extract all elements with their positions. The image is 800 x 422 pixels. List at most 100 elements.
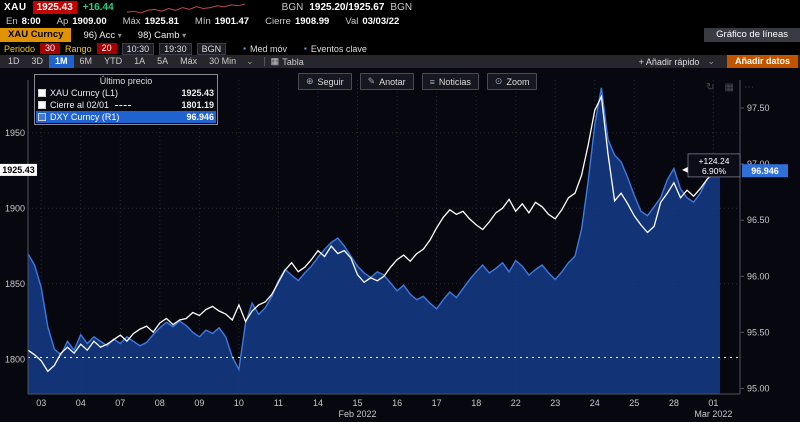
tab-YTD[interactable]: YTD <box>104 56 123 66</box>
legend-item-1[interactable]: Cierre al 02/01 1801.19 <box>36 99 216 111</box>
chart-corner-icons: ↻ ▦ ⋯ <box>706 82 754 93</box>
table-button[interactable]: ▦ Tabla <box>271 56 304 67</box>
time-from-field[interactable]: 10:30 <box>121 42 155 55</box>
add-quick-button[interactable]: + Añadir rápido ⌄ <box>639 56 719 67</box>
chart-toolbar: Periodo 30 Rango 20 10:30 19:30 BGN ▪ Me… <box>0 42 800 55</box>
security-bar: XAU Curncy 96) Acc ▾ 98) Camb ▾ Gráfico d… <box>0 28 800 42</box>
dxy-area-fill <box>28 87 720 395</box>
add-quick-label: + Añadir rápido <box>638 56 700 67</box>
quote-stat-3: Mín 1901.47 <box>194 16 250 27</box>
legend-series-value: 1925.43 <box>181 88 214 98</box>
price-change: +16.44 <box>82 2 114 13</box>
quote-stat-5: Val 03/03/22 <box>345 16 400 27</box>
tab-1D[interactable]: 1D <box>8 56 20 66</box>
change-percent: 6.90% <box>702 166 727 176</box>
table-icon: ▦ <box>270 56 280 66</box>
interval-caret-icon[interactable]: ⌄ <box>246 56 254 66</box>
refresh-icon[interactable]: ↻ <box>706 82 715 93</box>
x-tick-label: 04 <box>76 398 86 408</box>
source-field[interactable]: BGN <box>196 42 227 55</box>
follow-icon: ⊕ <box>306 76 314 86</box>
legend-title: Último precio <box>99 76 153 86</box>
x-tick-label: 14 <box>313 398 323 408</box>
left-axis-label: 1950 <box>5 128 25 138</box>
svg-text:96.946: 96.946 <box>751 166 779 176</box>
security-name-box[interactable]: XAU Curncy <box>0 28 72 42</box>
period-value-box[interactable]: 30 <box>40 43 61 54</box>
quote-stat-2: Máx 1925.81 <box>122 16 179 27</box>
x-tick-label: 18 <box>471 398 481 408</box>
dashed-line-swatch <box>115 104 132 106</box>
right-axis-label: 96.00 <box>747 271 770 281</box>
chevron-down-icon: ⌄ <box>707 56 715 66</box>
time-to-field[interactable]: 19:30 <box>159 42 192 55</box>
right-axis-label: 95.50 <box>747 327 770 337</box>
key-events-toggle[interactable]: ▪ Eventos clave <box>304 44 367 54</box>
grid-icon[interactable]: ▦ <box>724 82 734 93</box>
anotar-button[interactable]: ✎ Anotar <box>359 73 414 90</box>
quote-stats: En 8:00 Ap 1909.00 Máx 1925.81 Mín 1901.47 Cierr… <box>0 15 800 28</box>
zoom-button[interactable]: ⊙ Zoom <box>486 73 538 90</box>
ticker-symbol: XAU <box>4 2 27 13</box>
chevron-down-icon: ▾ <box>182 30 187 40</box>
quote-stat-4: Cierre 1908.99 <box>265 16 330 27</box>
interval-tabs: 1D 3D 1M 6M YTD 1A 5A Máx 30 Min <box>2 55 242 68</box>
tab-30-Min[interactable]: 30 Min <box>209 56 237 66</box>
legend-series-name: XAU Curncy (L1) <box>50 88 119 98</box>
x-tick-label: 07 <box>115 398 125 408</box>
svg-text:1925.43: 1925.43 <box>2 165 35 175</box>
right-last-price-box <box>742 164 788 178</box>
tab-Máx[interactable]: Máx <box>180 56 198 66</box>
moving-average-icon: ▪ <box>243 44 247 53</box>
x-tick-label: 22 <box>511 398 521 408</box>
annotate-icon: ✎ <box>367 76 376 86</box>
noticias-button[interactable]: ≡ Noticias <box>421 73 479 90</box>
security-action-0[interactable]: 96) Acc ▾ <box>83 29 122 41</box>
moving-average-label: Med móv <box>250 43 288 54</box>
table-label: Tabla <box>282 56 304 67</box>
period-label: Periodo <box>4 43 36 54</box>
tab-1M[interactable]: 1M <box>49 55 74 68</box>
zoom-icon: ⊙ <box>494 76 503 86</box>
x-tick-label: 01 <box>708 398 718 408</box>
range-value-box[interactable]: 20 <box>96 43 117 54</box>
key-events-label: Eventos clave <box>310 43 367 54</box>
seguir-button[interactable]: ⊕ Seguir <box>298 73 352 90</box>
change-annotation-box <box>687 153 741 178</box>
chart-action-buttons: ⊕ Seguir ✎ Anotar ≡ Noticias ⊙ Zoom <box>298 73 538 90</box>
x-tick-label: 17 <box>432 398 442 408</box>
add-data-button[interactable]: Añadir datos <box>726 55 798 68</box>
left-axis-label: 1800 <box>5 354 25 364</box>
chart-area[interactable]: 03 04 07 08 09 10 11 14 15 16 17 18 22 23 24 25 28 01 1800… <box>0 68 800 422</box>
legend-series-name: Cierre al 02/01 <box>50 100 110 110</box>
legend-item-0[interactable]: XAU Curncy (L1) 1925.43 <box>36 87 216 99</box>
tab-5A[interactable]: 5A <box>157 56 169 66</box>
right-axis-label: 95.00 <box>747 383 770 393</box>
x-tick-label: 25 <box>629 398 639 408</box>
x-tick-label: 16 <box>392 398 402 408</box>
tab-3D[interactable]: 3D <box>31 56 44 66</box>
legend-series-name: DXY Curncy (R1) <box>50 112 120 122</box>
moving-average-toggle[interactable]: ▪ Med móv <box>243 44 287 54</box>
bid-ask: 1925.20/1925.67 <box>309 2 385 13</box>
xau-line <box>27 94 721 373</box>
month-label-feb: Feb 2022 <box>338 409 376 419</box>
x-tick-label: 23 <box>550 398 560 408</box>
x-tick-label: 03 <box>36 398 46 408</box>
x-tick-label: 11 <box>274 398 283 408</box>
series-checkbox-icon <box>38 89 46 97</box>
security-action-1[interactable]: 98) Camb ▾ <box>137 29 187 41</box>
right-axis-label: 97.50 <box>747 103 770 113</box>
range-label: Rango <box>65 43 92 54</box>
chevron-down-icon: ▾ <box>117 30 122 40</box>
price-chart[interactable]: 03 04 07 08 09 10 11 14 15 16 17 18 22 23 24 25 28 01 1800… <box>0 68 800 422</box>
series-checkbox-icon <box>38 101 46 109</box>
tab-6M[interactable]: 6M <box>79 56 93 66</box>
screen-title: Gráfico de líneas <box>704 28 800 42</box>
chart-legend-items: XAU Curncy (L1) 1925.43 Cierre al 02/01 … <box>36 87 216 123</box>
tab-1A[interactable]: 1A <box>134 56 146 66</box>
legend-item-2[interactable]: DXY Curncy (R1) 96.946 <box>36 111 216 123</box>
annotation-arrow-icon <box>682 166 688 173</box>
more-icon[interactable]: ⋯ <box>744 82 754 93</box>
x-tick-label: 24 <box>590 398 600 408</box>
